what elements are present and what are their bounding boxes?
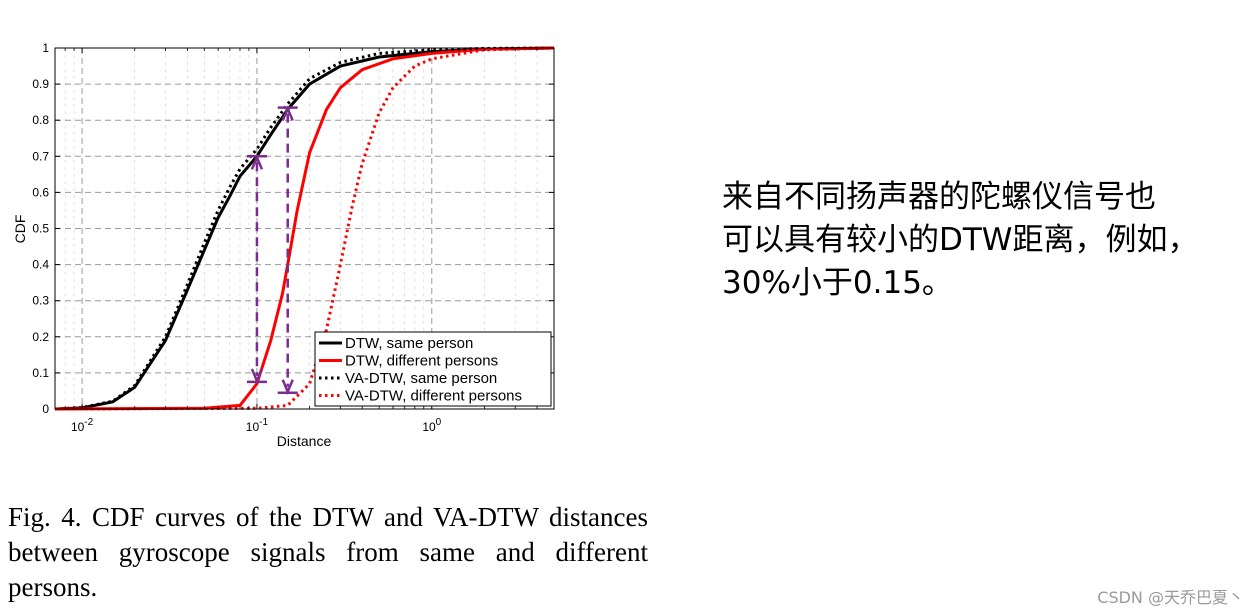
- y-tick-label-9: 0.9: [32, 77, 49, 91]
- series-line-2: [54, 46, 555, 411]
- x-tick-label-base-1: 10: [246, 420, 260, 434]
- figure-caption: Fig. 4. CDF curves of the DTW and VA-DTW…: [8, 502, 648, 602]
- arrow-head-bottom-1: [281, 379, 294, 396]
- y-tick-label-4: 0.4: [32, 258, 49, 272]
- x-axis-label: Distance: [277, 433, 332, 449]
- y-tick-label-7: 0.7: [32, 149, 49, 163]
- arrow-head-bottom-0: [250, 368, 264, 385]
- x-tick-label-exp-2: 0: [436, 417, 442, 428]
- annotation-note: 来自不同扬声器的陀螺仪信号也 可以具有较小的DTW距离，例如， 30%小于0.1…: [722, 176, 1247, 305]
- legend-label-2: VA-DTW, same person: [345, 370, 497, 387]
- y-tick-label-5: 0.5: [32, 222, 49, 236]
- annotation-line-3: 30%小于0.15。: [722, 265, 953, 301]
- y-tick-label-8: 0.8: [32, 113, 49, 127]
- y-tick-label-2: 0.2: [32, 330, 49, 344]
- x-tick-label-base-0: 10: [71, 420, 85, 434]
- x-tick-label-2: 100: [422, 417, 441, 434]
- legend-label-0: DTW, same person: [345, 335, 473, 352]
- y-tick-label-6: 0.6: [32, 185, 49, 199]
- y-tick-label-3: 0.3: [32, 294, 49, 308]
- legend-label-1: DTW, different persons: [345, 353, 498, 370]
- series-line-1: [54, 46, 555, 411]
- legend-label-3: VA-DTW, different persons: [345, 388, 522, 405]
- arrow-head-top-0: [250, 154, 264, 170]
- series-line-3: [54, 46, 555, 411]
- x-tick-label-1: 10-1: [246, 417, 269, 434]
- y-tick-label-10: 1: [42, 41, 49, 55]
- y-tick-label-1: 0.1: [32, 366, 49, 380]
- x-tick-label-exp-1: -1: [259, 417, 268, 428]
- arrow-head-top-1: [281, 105, 294, 122]
- y-tick-label-0: 0: [42, 402, 49, 416]
- x-tick-label-exp-0: -2: [84, 417, 93, 428]
- annotation-line-1: 来自不同扬声器的陀螺仪信号也: [722, 179, 1156, 215]
- watermark: CSDN @天乔巴夏丶: [1097, 588, 1244, 607]
- annotation-line-2: 可以具有较小的DTW距离，例如，: [722, 222, 1199, 258]
- x-tick-label-base-2: 10: [422, 420, 436, 434]
- x-tick-label-0: 10-2: [71, 417, 94, 434]
- arrow-annotations: [246, 105, 298, 396]
- series-layer: [54, 46, 555, 411]
- legend-box: [314, 331, 552, 407]
- y-axis-label: CDF: [12, 215, 28, 244]
- cdf-chart: 10-2 10-1 10000.10.20.30.40.50.60.70.80.91…: [12, 41, 555, 449]
